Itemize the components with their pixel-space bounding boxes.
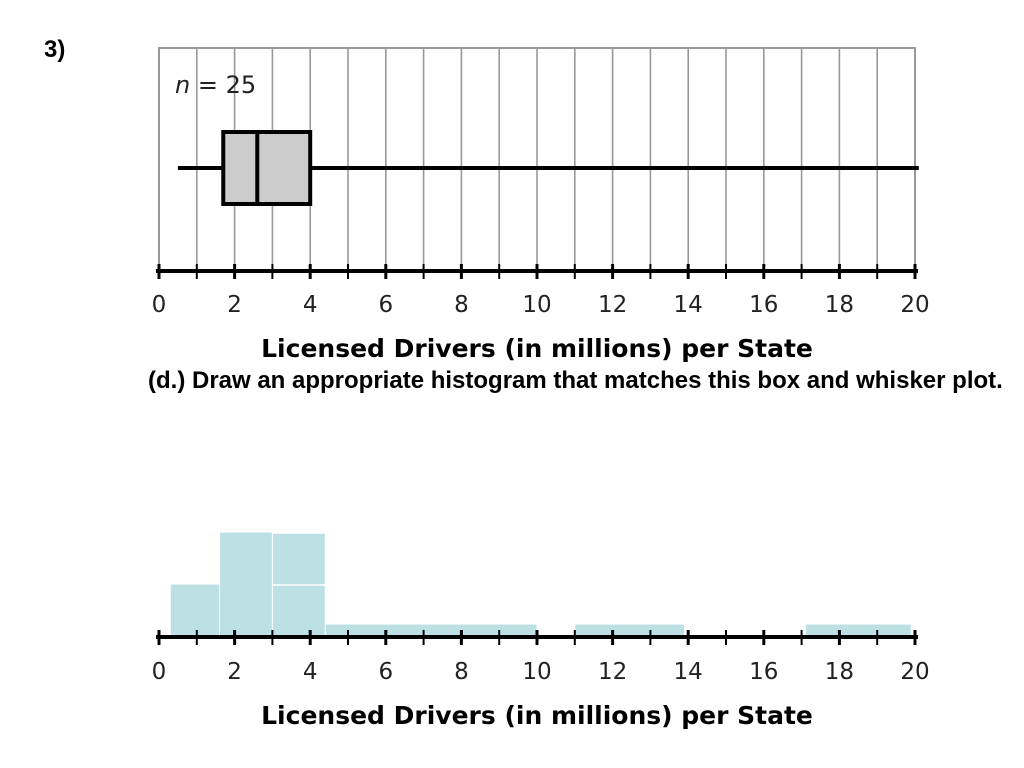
histogram-bar — [271, 531, 326, 637]
x-tick-label: 4 — [303, 292, 318, 318]
x-tick-label: 12 — [598, 292, 627, 318]
x-tick-label: 18 — [825, 659, 854, 685]
x-tick-label: 8 — [454, 292, 469, 318]
x-tick-label: 20 — [900, 659, 929, 685]
x-tick-label: 0 — [152, 292, 167, 318]
x-tick-label: 14 — [674, 292, 703, 318]
x-tick-label: 8 — [454, 659, 469, 685]
box-whisker-plot: n = 25 0 2 4 6 8 10 12 14 16 18 20 Licensed Drivers … — [152, 47, 930, 363]
x-tick-label: 2 — [227, 292, 242, 318]
x-tick-label: 10 — [522, 292, 551, 318]
histogram-bar — [169, 583, 220, 637]
x-tick-label: 14 — [674, 659, 703, 685]
x-tick-label: 2 — [227, 659, 242, 685]
x-tick-label: 0 — [152, 659, 167, 685]
x-tick-label: 10 — [522, 659, 551, 685]
x-axis-title: Licensed Drivers (in millions) per State — [261, 334, 813, 363]
x-tick-label: 12 — [598, 659, 627, 685]
x-tick-label: 4 — [303, 659, 318, 685]
sample-size-label: n = 25 — [175, 71, 256, 99]
iqr-box — [221, 130, 313, 206]
histogram-bar — [218, 531, 273, 637]
x-tick-label: 18 — [825, 292, 854, 318]
x-tick-label: 6 — [378, 292, 393, 318]
histogram-bar — [324, 623, 538, 637]
x-tick-label: 16 — [749, 292, 778, 318]
histogram: 0 2 4 6 8 10 12 14 16 18 20 Licensed Drivers (in mi… — [152, 531, 930, 730]
x-tick-label: 20 — [900, 292, 929, 318]
x-tick-label: 6 — [378, 659, 393, 685]
x-axis-title: Licensed Drivers (in millions) per State — [261, 701, 813, 730]
histogram-bar — [574, 623, 685, 637]
question-number: 3) — [44, 36, 66, 63]
question-prompt: (d.) Draw an appropriate histogram that … — [148, 367, 1003, 394]
x-tick-label: 16 — [749, 659, 778, 685]
histogram-bar — [804, 623, 912, 637]
